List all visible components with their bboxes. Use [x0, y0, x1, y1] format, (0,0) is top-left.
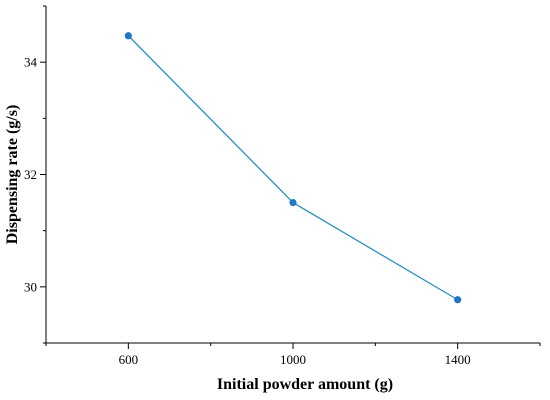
x-tick-label: 1400: [445, 352, 471, 367]
y-axis-ticks: 30 32 34: [24, 5, 46, 344]
x-axis-ticks: 600 1000 1400: [45, 343, 541, 367]
y-tick-label: 32: [24, 167, 37, 182]
data-point: [289, 198, 297, 207]
x-axis-title: Initial powder amount (g): [217, 376, 393, 393]
y-axis-title: Dispensing rate (g/s): [4, 105, 21, 245]
data-point: [124, 32, 132, 40]
x-tick-label: 1000: [280, 352, 306, 367]
data-point: [454, 296, 462, 304]
x-tick-label: 600: [119, 352, 139, 367]
y-tick-label: 34: [24, 55, 38, 70]
y-tick-label: 30: [24, 279, 37, 294]
plot-area: 600 1000 1400 30 32 34: [24, 5, 541, 367]
series-group: [124, 32, 462, 304]
series-line: [127, 35, 458, 301]
